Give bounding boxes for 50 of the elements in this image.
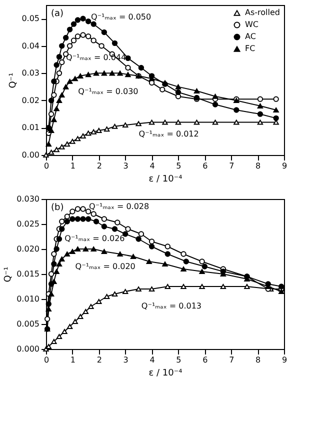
x-tick-label: 8	[256, 356, 261, 364]
y-tick-label: 0.04	[22, 41, 40, 50]
x-tick-label: 1	[70, 162, 76, 170]
y-tick-label: 0.010	[16, 294, 40, 304]
x-tick-label: 4	[150, 356, 155, 364]
y-tick-label: 0.030	[16, 194, 40, 204]
annotation: Q⁻¹ₘₐₓ = 0.012	[138, 129, 199, 138]
annotation: Q⁻¹ₘₐₓ = 0.026	[64, 234, 125, 243]
x-axis-title: ε / 10⁻⁴	[148, 368, 183, 378]
y-tick-label: 0.005	[16, 320, 40, 328]
x-axis-title: ε / 10⁻⁴	[148, 174, 183, 184]
legend-label: WC	[245, 20, 259, 29]
x-tick-label: 8	[256, 162, 261, 170]
legend-label: AC	[245, 32, 256, 41]
x-tick-label: 2	[96, 356, 102, 364]
y-tick-label: 0.03	[22, 68, 40, 78]
annotation: Q⁻¹ₘₐₓ = 0.050	[91, 12, 152, 22]
annotation: Q⁻¹ₘₐₓ = 0.020	[75, 262, 136, 271]
y-tick-label: 0.020	[16, 244, 40, 254]
x-tick-label: 2	[96, 162, 102, 170]
legend-label: FC	[245, 44, 256, 53]
x-tick-label: 5	[176, 162, 182, 170]
annotation: (b)	[51, 203, 64, 213]
x-tick-label: 0	[44, 356, 50, 364]
x-tick-label: 1	[70, 356, 76, 364]
x-tick-label: 6	[202, 356, 208, 364]
y-tick-label: 0.05	[22, 14, 40, 24]
y-tick-label: 0.000	[16, 344, 40, 354]
y-axis-title: Q⁻¹	[8, 72, 19, 88]
x-tick-label: 9	[282, 162, 288, 170]
annotation: Q⁻¹ₘₐₓ = 0.013	[141, 302, 202, 310]
y-tick-label: 0.00	[22, 150, 40, 160]
y-tick-label: 0.01	[22, 123, 40, 132]
y-tick-label: 0.02	[22, 96, 40, 105]
annotation: Q⁻¹ₘₐₓ = 0.030	[78, 87, 138, 96]
annotation: Q⁻¹ₘₐₓ = 0.028	[89, 202, 150, 211]
x-tick-label: 3	[123, 356, 128, 364]
x-tick-label: 3	[123, 162, 128, 170]
x-tick-label: 7	[229, 162, 234, 170]
x-tick-label: 5	[176, 356, 182, 364]
x-tick-label: 0	[44, 162, 50, 170]
x-tick-label: 4	[150, 162, 155, 170]
x-tick-label: 9	[282, 356, 288, 364]
x-tick-label: 7	[229, 356, 234, 364]
y-axis-title: Q⁻¹	[4, 266, 14, 282]
y-tick-label: 0.025	[16, 220, 40, 228]
y-tick-label: 0.015	[16, 270, 40, 278]
annotation: (a)	[51, 9, 64, 19]
legend-label: As-rolled	[245, 8, 280, 17]
x-tick-label: 6	[202, 162, 208, 170]
